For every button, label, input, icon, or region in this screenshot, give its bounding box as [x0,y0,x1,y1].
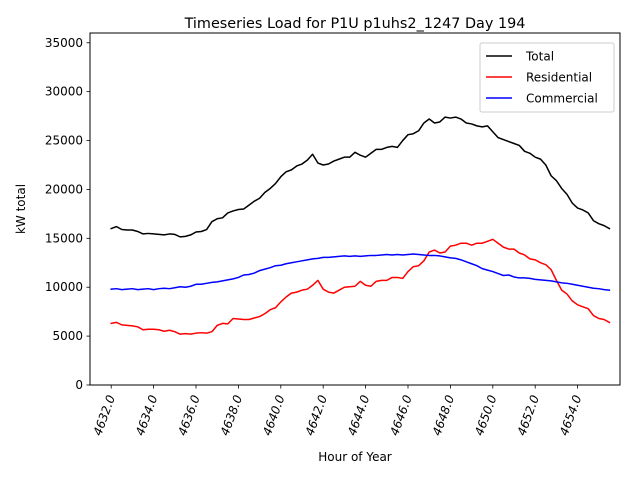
y-tick-label: 0 [75,378,83,392]
y-tick-label: 25000 [45,134,83,148]
series-line-residential [110,238,611,335]
legend-label-residential: Residential [526,71,592,85]
legend-box [479,42,615,113]
y-tick-label: 10000 [45,280,83,294]
y-tick-label: 20000 [45,182,83,196]
legend-label-commercial: Commercial [526,92,598,106]
legend-label-total: Total [525,50,554,64]
plot-frame [89,32,621,386]
y-tick-label: 35000 [45,36,83,50]
chart-title: Timeseries Load for P1U p1uhs2_1247 Day … [184,16,526,32]
series-line-commercial [110,253,611,291]
y-tick-label: 15000 [45,231,83,245]
series-layer [110,116,611,335]
y-axis: 0 5000 10000 15000 20000 25000 30000 35000 [45,36,90,392]
series-line-total [110,116,611,238]
legend: Total Residential Commercial [479,42,615,113]
y-axis-label: kW total [14,184,28,234]
y-tick-label: 30000 [45,85,83,99]
y-tick-label: 5000 [52,329,83,343]
x-axis-label: Hour of Year [318,450,392,464]
